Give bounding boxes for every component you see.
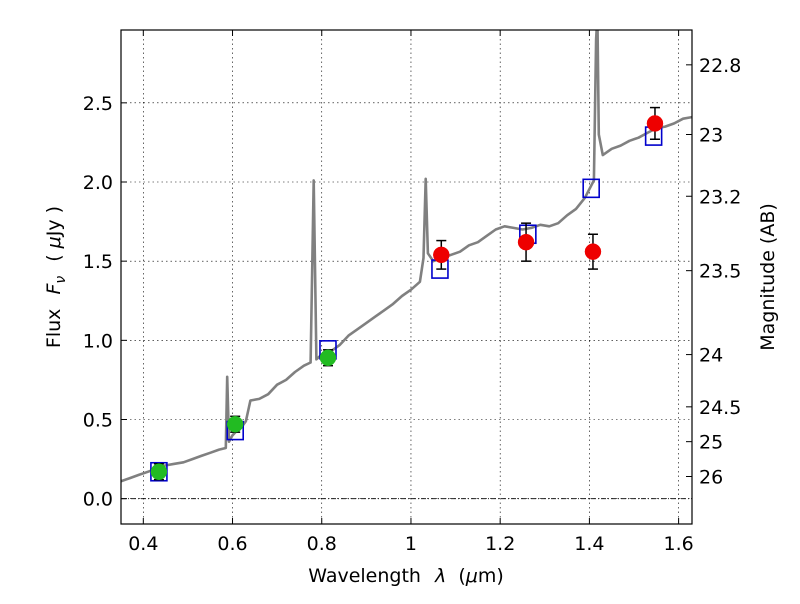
nir-photometry-point — [517, 233, 535, 251]
y2-tick-label: 24.5 — [699, 397, 741, 419]
y-axis-title-unit-mu: μ — [43, 236, 65, 249]
x-tick-label: 1.2 — [485, 533, 515, 555]
nir-photometry-point — [646, 115, 664, 132]
x-tick-label: 0.8 — [307, 533, 337, 555]
x-axis-title-symbol: λ — [434, 565, 446, 587]
optical-photometry-point — [319, 349, 337, 366]
y-tick-label: 1.0 — [83, 330, 113, 352]
y-tick-label: 0.0 — [83, 489, 113, 511]
optical-photometry-point — [150, 463, 168, 480]
optical-photometry-point — [226, 416, 244, 433]
nir-photometry-point — [584, 243, 602, 260]
grid-lines — [121, 30, 692, 524]
data-series — [121, 30, 692, 483]
x-tick-label: 1.6 — [664, 533, 694, 555]
y2-tick-label: 24 — [699, 345, 723, 367]
y-axis-title-unit-rest: Jy ) — [43, 206, 65, 237]
y-axis-title-prefix: Flux — [43, 309, 65, 349]
y-tick-label: 0.5 — [83, 410, 113, 432]
y-tick-label: 2.0 — [83, 172, 113, 194]
y2-tick-label: 26 — [699, 467, 723, 489]
x-tick-label: 0.6 — [217, 533, 247, 555]
y-tick-label: 2.5 — [83, 93, 113, 115]
y-axis-title-subscript: ν — [53, 276, 69, 284]
x-tick-label: 1.4 — [574, 533, 604, 555]
y-axis-title: Flux Fν ( μJy ) — [43, 206, 70, 348]
x-tick-label: 0.4 — [128, 533, 158, 555]
sed-model-line — [121, 30, 692, 483]
model-photometry-square — [582, 178, 600, 199]
nir-photometry-point — [433, 246, 450, 264]
y-tick-label: 1.5 — [83, 251, 113, 273]
plot-frame — [120, 29, 693, 525]
y-axis-title-symbol: F — [43, 283, 65, 295]
y2-tick-label: 23.5 — [699, 261, 741, 283]
x-tick-label: 1 — [405, 533, 417, 555]
y2-tick-label: 23 — [699, 125, 723, 147]
x-axis-title-unit-open: ( — [458, 565, 465, 587]
axis-ticks — [121, 30, 692, 524]
tick-labels: 0.4 0.6 0.8 1 1.2 1.4 1.6 0.0 0.5 1.0 1.5 2.0 2.5 22.… — [83, 55, 742, 555]
x-axis-title-unit-mu: μ — [465, 565, 478, 587]
y2-tick-label: 23.2 — [699, 186, 741, 208]
y2-tick-label: 25 — [699, 432, 723, 454]
y2-axis-title: Magnitude (AB) — [757, 203, 779, 351]
y-axis-title-unit-open: ( — [43, 254, 65, 261]
x-axis-title-prefix: Wavelength — [308, 565, 421, 587]
x-axis-title-unit-rest: m) — [478, 565, 504, 587]
x-axis-title: Wavelength λ (μm) — [308, 565, 504, 587]
y2-tick-label: 22.8 — [699, 55, 741, 77]
